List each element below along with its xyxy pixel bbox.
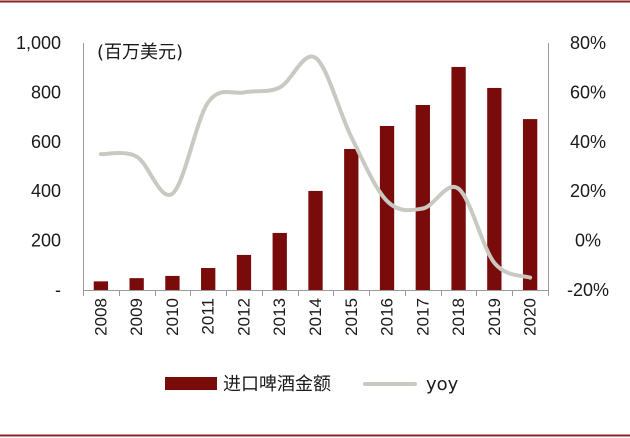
right-axis-tick-label: 40% — [570, 132, 606, 152]
yoy-point-2015 — [349, 135, 353, 139]
chart-axes — [83, 43, 549, 296]
left-axis-tick-label: 600 — [31, 132, 61, 152]
bar-2011 — [201, 268, 216, 290]
right-axis-tick-label: 20% — [570, 181, 606, 201]
yoy-point-2011 — [206, 100, 210, 104]
x-axis-tick-label: 2015 — [342, 298, 361, 336]
x-axis-tick-label: 2018 — [449, 298, 468, 336]
yoy-point-2008 — [99, 152, 103, 156]
bar-2008 — [93, 281, 109, 290]
right-axis-tick-label: 0% — [575, 231, 601, 251]
bar-2013 — [272, 232, 287, 290]
x-axis-tick-label: 2013 — [270, 298, 289, 336]
yoy-point-2013 — [278, 85, 282, 89]
right-axis-tick-labels: -20% 0% 20% 40% 60% 80% — [567, 33, 609, 300]
left-axis-unit-label: (百万美元) — [97, 42, 183, 63]
yoy-point-2019 — [492, 261, 496, 265]
x-axis-tick-label: 2011 — [199, 298, 218, 335]
x-axis-tick-label: 2020 — [521, 298, 540, 336]
yoy-point-2012 — [242, 90, 246, 94]
bar-2016 — [379, 125, 395, 291]
line-series — [98, 54, 533, 280]
x-axis-tick-label: 2012 — [234, 298, 253, 336]
x-axis-tick-label: 2009 — [127, 298, 146, 336]
yoy-point-2014 — [314, 56, 318, 60]
bar-2012 — [236, 254, 252, 290]
yoy-point-2020 — [528, 276, 532, 280]
bar-2014 — [308, 190, 323, 290]
left-axis-tick-labels: - 200 400 600 800 1,000 — [16, 33, 61, 300]
right-axis-tick-label: 80% — [570, 33, 606, 53]
bar-2020 — [522, 119, 538, 290]
x-axis-tick-label: 2017 — [413, 298, 432, 336]
x-axis-tick-label: 2016 — [378, 298, 397, 336]
x-axis-tick-label: 2008 — [91, 298, 110, 336]
yoy-point-2009 — [135, 155, 139, 159]
legend-bar-label: 进口啤酒金额 — [223, 374, 331, 395]
left-axis-tick-label: 800 — [31, 82, 61, 102]
x-axis-tick-labels: 2008 2009 2010 2011 2012 2013 2014 2015 2016 2017… — [91, 298, 539, 336]
yoy-point-2018 — [457, 187, 461, 191]
bar-2018 — [451, 66, 466, 291]
legend: 进口啤酒金额 yoy — [165, 374, 459, 395]
bar-2017 — [415, 105, 430, 290]
legend-bar-swatch — [165, 377, 217, 390]
right-axis-tick-label: 60% — [570, 82, 606, 102]
left-axis-tick-label: - — [55, 280, 61, 300]
yoy-point-2016 — [385, 199, 389, 203]
left-axis-tick-label: 1,000 — [16, 33, 61, 53]
x-axis-tick-label: 2014 — [306, 298, 325, 336]
bar-2010 — [165, 275, 180, 290]
legend-line-label: yoy — [426, 374, 459, 395]
bar-2019 — [487, 87, 502, 290]
bar-2009 — [129, 278, 144, 290]
x-axis-tick-label: 2010 — [163, 298, 182, 336]
yoy-line — [98, 54, 533, 280]
bar-2015 — [344, 148, 359, 290]
left-axis-tick-label: 200 — [31, 231, 61, 251]
left-axis-tick-label: 400 — [31, 181, 61, 201]
yoy-point-2017 — [421, 206, 425, 210]
yoy-point-2010 — [170, 192, 174, 196]
right-axis-tick-label: -20% — [567, 280, 609, 300]
x-axis-tick-label: 2019 — [485, 298, 504, 336]
bar-series — [93, 66, 538, 291]
